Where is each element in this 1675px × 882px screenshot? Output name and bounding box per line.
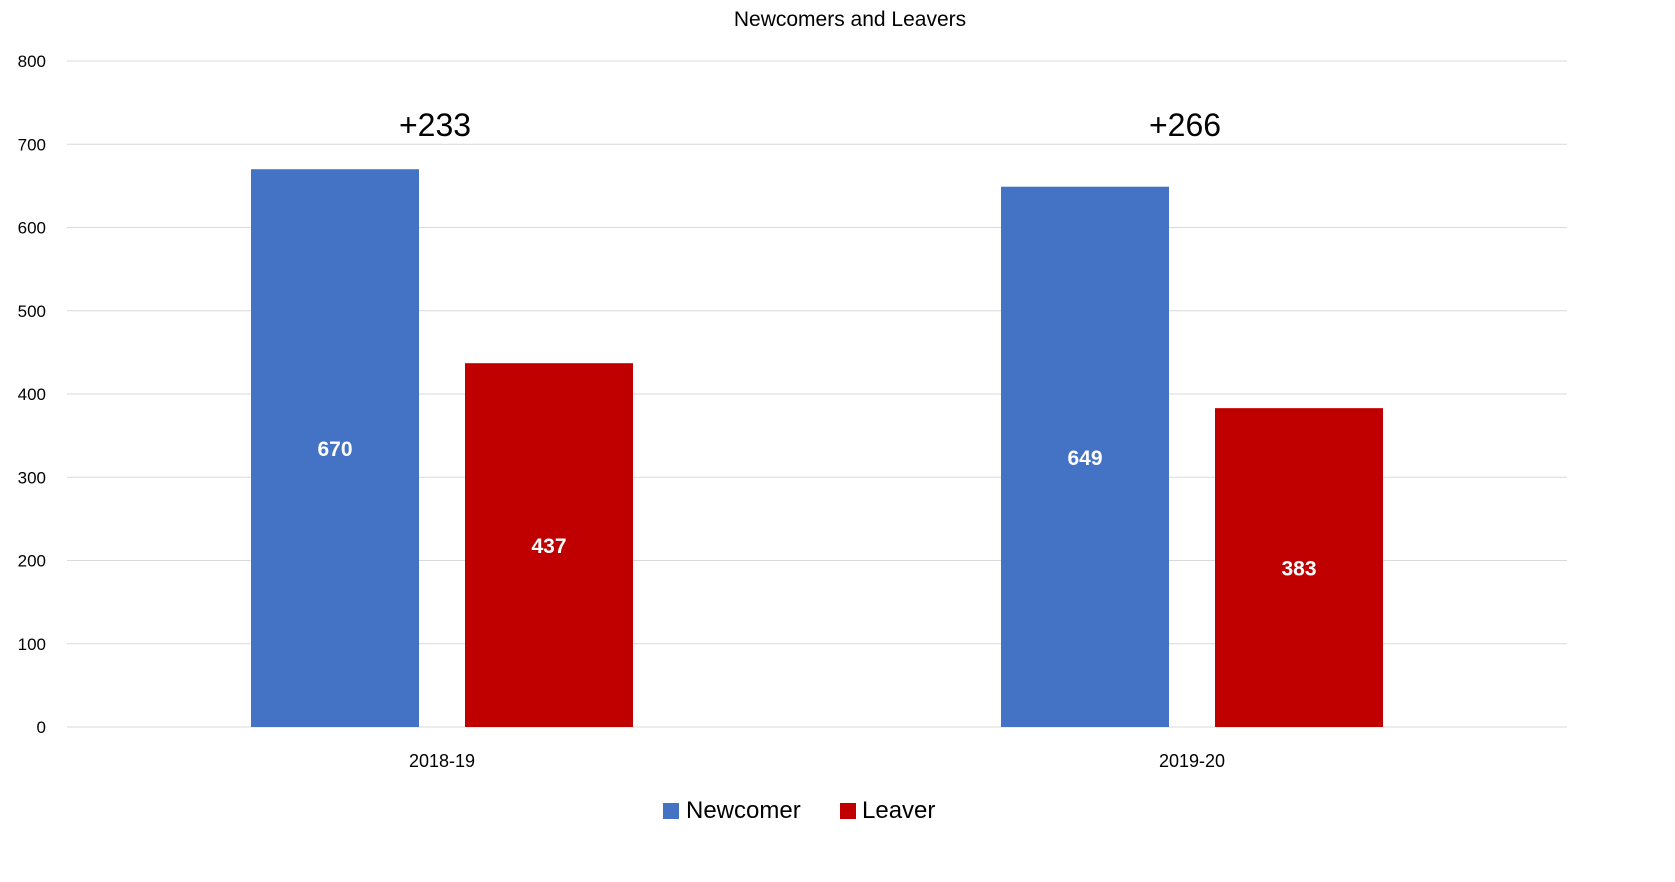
chart-title: Newcomers and Leavers [734, 8, 966, 31]
y-tick-label: 500 [18, 302, 46, 321]
legend-swatch-leaver [840, 803, 856, 819]
data-label: 383 [1281, 558, 1316, 581]
y-axis-tick-labels: 0 100 200 300 400 500 600 700 800 [18, 52, 46, 737]
legend-swatch-newcomer [663, 803, 679, 819]
y-tick-label: 200 [18, 552, 46, 571]
legend-label-newcomer: Newcomer [686, 797, 801, 824]
x-tick-label: 2018-19 [409, 751, 475, 771]
bar-newcomer-2018-19 [251, 169, 419, 728]
y-tick-label: 600 [18, 219, 46, 238]
y-tick-label: 300 [18, 468, 46, 487]
data-label: 437 [531, 535, 566, 558]
x-axis-tick-labels: 2018-19 2019-20 [409, 751, 1225, 771]
annotations: +233 +266 [399, 107, 1221, 143]
bar-newcomer-2019-20 [1001, 186, 1169, 727]
bar-leaver-2019-20 [1215, 408, 1383, 727]
difference-annotation: +266 [1149, 107, 1221, 143]
y-tick-label: 800 [18, 52, 46, 71]
difference-annotation: +233 [399, 107, 471, 143]
data-labels: 670 437 649 383 [317, 438, 1316, 580]
data-label: 649 [1067, 447, 1102, 470]
y-tick-label: 100 [18, 635, 46, 654]
legend-label-leaver: Leaver [862, 797, 935, 824]
y-tick-label: 0 [37, 718, 46, 737]
legend: Newcomer Leaver [663, 797, 935, 824]
bar-leaver-2018-19 [465, 363, 633, 727]
y-tick-label: 400 [18, 385, 46, 404]
x-tick-label: 2019-20 [1159, 751, 1225, 771]
bars [251, 169, 1383, 728]
data-label: 670 [317, 438, 352, 461]
y-tick-label: 700 [18, 135, 46, 154]
